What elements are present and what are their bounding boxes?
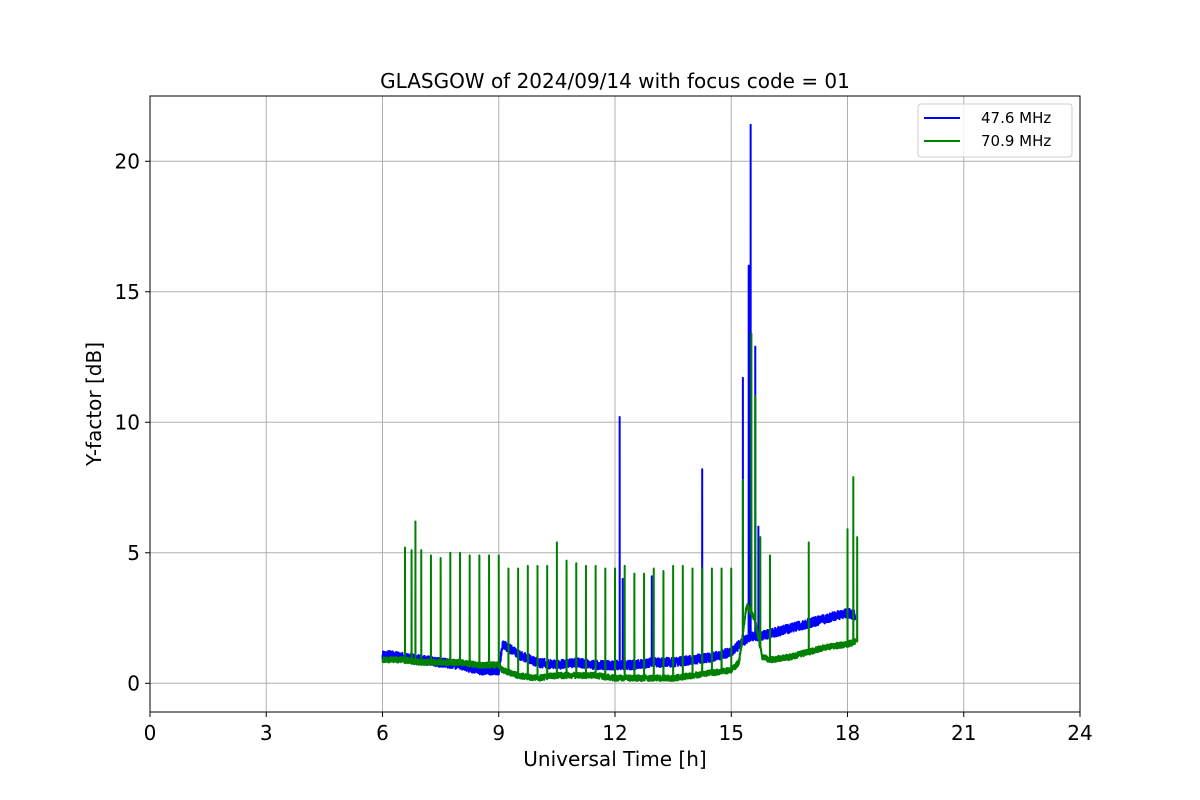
chart-title: GLASGOW of 2024/09/14 with focus code = … [380, 69, 850, 93]
x-tick-label: 15 [719, 721, 744, 745]
x-tick-label: 0 [144, 721, 157, 745]
x-tick-label: 6 [376, 721, 389, 745]
y-tick-label: 10 [115, 410, 140, 434]
legend: 47.6 MHz 70.9 MHz [917, 103, 1073, 158]
series-layer [381, 123, 859, 682]
y-tick-label: 0 [127, 671, 140, 695]
y-tick-label: 20 [115, 149, 140, 173]
y-tick-label: 5 [127, 541, 140, 565]
x-tick-label: 24 [1067, 721, 1092, 745]
y-tick-label: 15 [115, 280, 140, 304]
x-tick-label: 9 [492, 721, 505, 745]
ticks: 0 3 6 9 12 15 18 21 24 0 5 10 15 20 [115, 149, 1093, 745]
legend-label-70-9-mhz: 70.9 MHz [981, 132, 1051, 150]
legend-label-47-6-mhz: 47.6 MHz [981, 109, 1051, 127]
x-tick-label: 21 [951, 721, 976, 745]
x-axis-label: Universal Time [h] [523, 747, 706, 771]
x-tick-label: 12 [602, 721, 627, 745]
x-tick-label: 18 [835, 721, 860, 745]
y-axis-label: Y-factor [dB] [82, 342, 106, 467]
x-tick-label: 3 [260, 721, 273, 745]
series-line-70-9-mhz [381, 332, 859, 682]
